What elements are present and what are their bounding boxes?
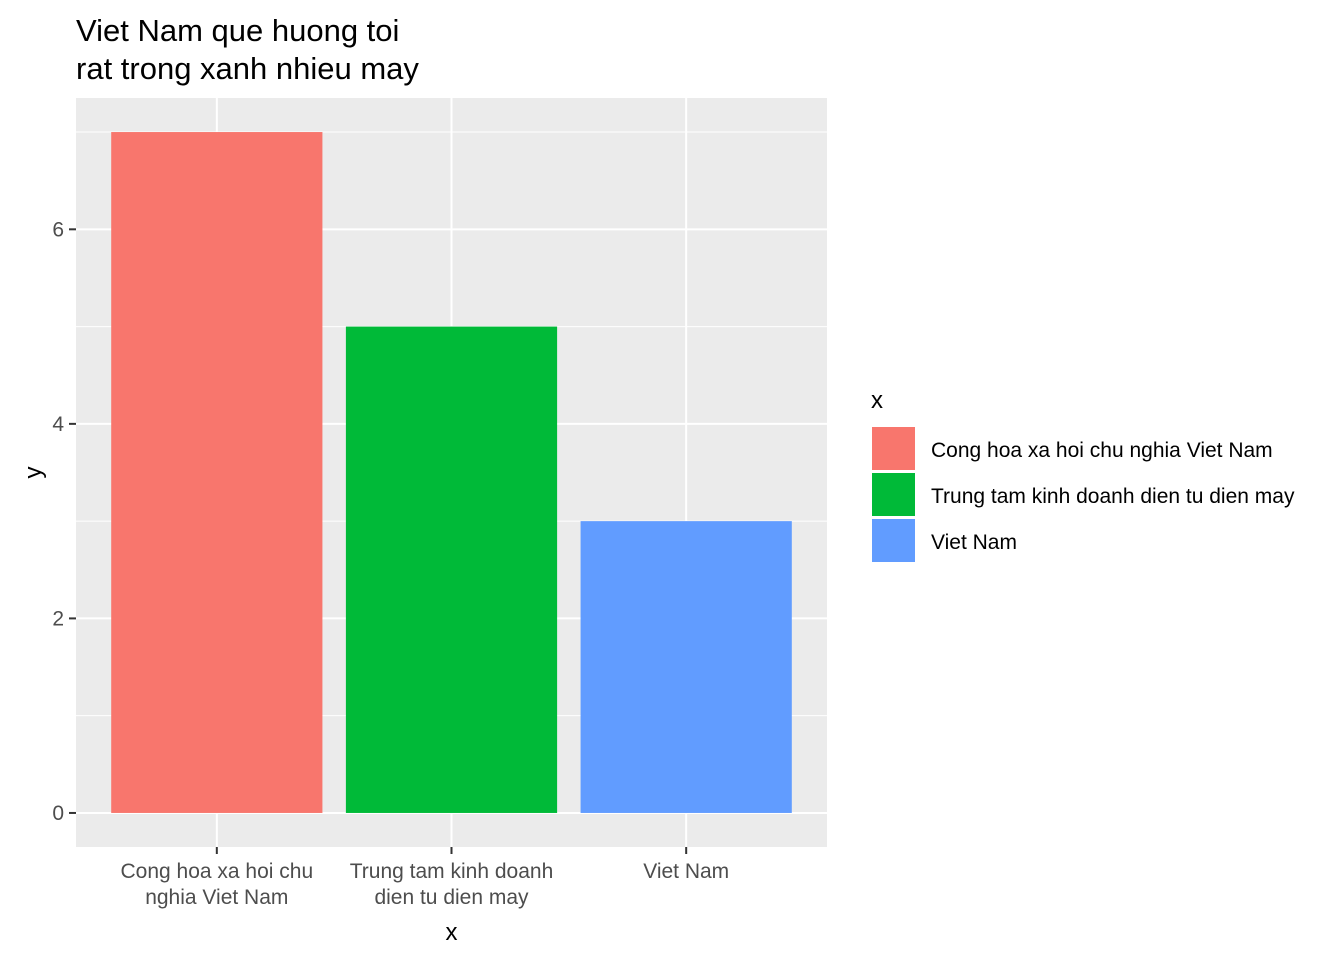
chart-title-line: rat trong xanh nhieu may [76, 51, 419, 86]
bars [111, 132, 792, 813]
legend-label: Cong hoa xa hoi chu nghia Viet Nam [931, 439, 1273, 462]
y-tick-label: 2 [52, 607, 64, 630]
y-tick-label: 4 [52, 413, 64, 436]
legend-label: Viet Nam [931, 531, 1017, 554]
x-tick-label: Viet Nam [643, 860, 729, 883]
x-tick-label: Trung tam kinh doanh dien tu dien may [350, 860, 554, 909]
x-tick-label-line: Trung tam kinh doanh [350, 860, 554, 883]
y-axis: 0 2 4 6 [52, 218, 76, 825]
y-tick-label: 6 [52, 218, 64, 241]
x-tick-label-line: dien tu dien may [374, 886, 529, 909]
chart-title-line: Viet Nam que huong toi [76, 13, 399, 48]
x-axis: Cong hoa xa hoi chu nghia Viet Nam Trung t… [120, 847, 729, 909]
legend-label: Trung tam kinh doanh dien tu dien may [931, 485, 1295, 508]
legend: x Cong hoa xa hoi chu nghia Viet Nam Trun… [871, 387, 1295, 562]
x-tick-label: Cong hoa xa hoi chu nghia Viet Nam [120, 860, 313, 909]
x-tick-label-line: Cong hoa xa hoi chu [120, 860, 313, 883]
bar [111, 132, 323, 813]
y-axis-title: y [20, 467, 47, 479]
legend-title: x [871, 387, 883, 414]
x-axis-title: x [446, 919, 458, 946]
y-tick-label: 0 [52, 802, 64, 825]
x-tick-label-line: Viet Nam [643, 860, 729, 883]
bar [580, 521, 792, 813]
legend-swatch [872, 473, 915, 516]
legend-swatch [872, 519, 915, 562]
legend-swatch [872, 427, 915, 470]
x-tick-label-line: nghia Viet Nam [145, 886, 288, 909]
bar [345, 326, 558, 813]
